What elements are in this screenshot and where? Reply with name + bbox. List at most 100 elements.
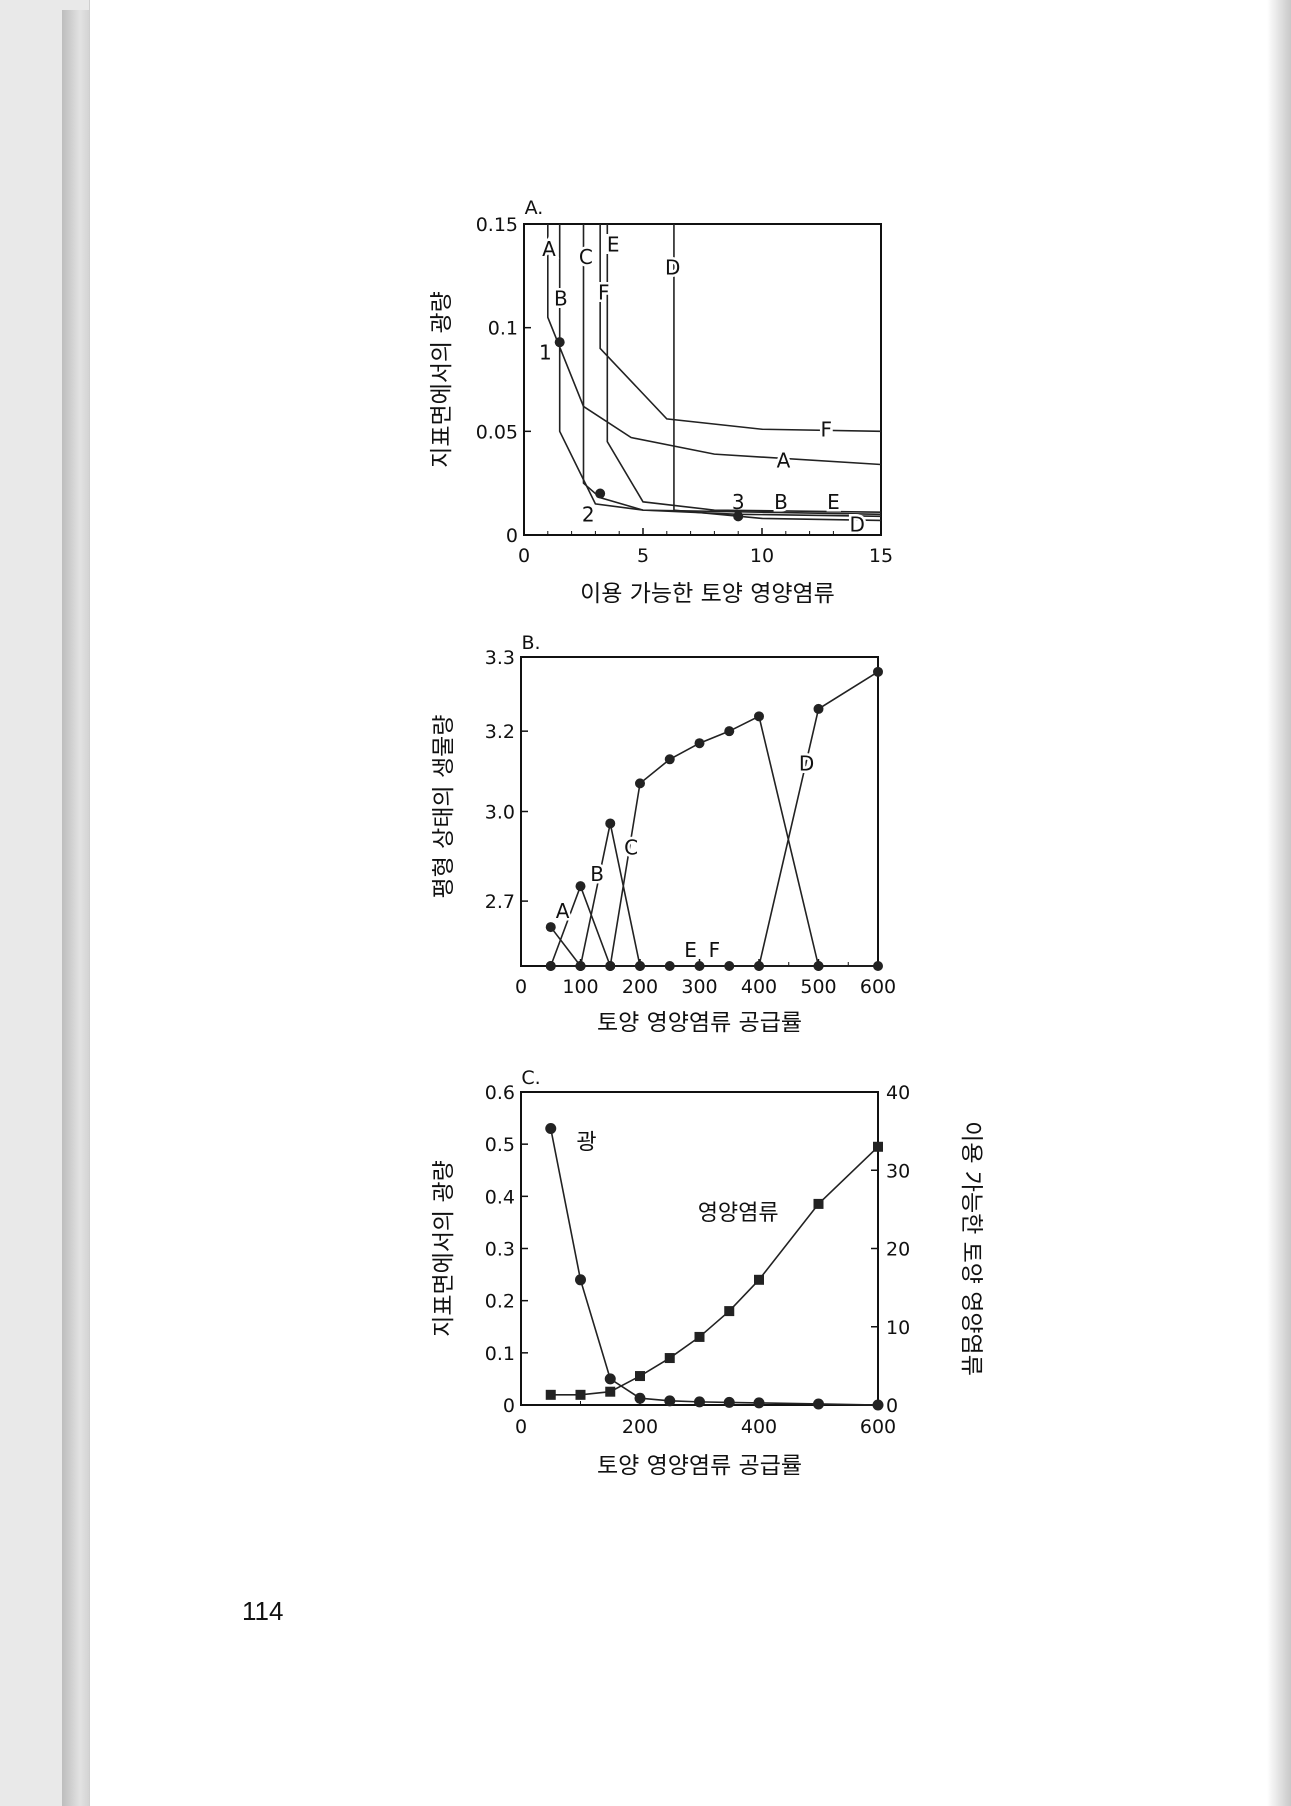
data-point-baseline — [605, 961, 616, 971]
y-right-tick-label: 30 — [886, 1160, 910, 1182]
y-tick-label: 2.7 — [485, 891, 515, 913]
series-line-A — [550, 926, 582, 967]
data-point-circle — [545, 1123, 557, 1135]
y-axis-label: 지표면에서의 광량 — [429, 291, 455, 468]
page-edge-shadow — [1267, 0, 1291, 1806]
series-line-F — [599, 224, 882, 433]
y-tick-label: 3.0 — [485, 802, 515, 824]
x-tick-label: 200 — [622, 976, 658, 998]
y-right-tick-label: 10 — [886, 1317, 910, 1339]
data-point-D — [724, 726, 735, 737]
data-point-square — [545, 1389, 556, 1400]
data-point-D — [664, 754, 675, 765]
plot-frame — [523, 223, 882, 536]
y-right-tick-label: 20 — [886, 1239, 910, 1261]
curve-label: D — [799, 751, 814, 775]
x-tick-label: 300 — [681, 976, 717, 998]
y-right-tick-label: 40 — [886, 1082, 910, 1104]
x-tick-label: 0 — [515, 1416, 527, 1438]
y-tick-label: 0.15 — [476, 214, 518, 236]
data-point-circle — [753, 1397, 765, 1409]
y-tick-label: 0.3 — [485, 1239, 515, 1261]
y-tick-label: 0.4 — [485, 1186, 515, 1208]
curve-label: F — [598, 280, 610, 304]
curve-label: F — [709, 938, 721, 962]
y-tick-label: 0.1 — [485, 1343, 515, 1365]
data-point-square — [635, 1371, 645, 1382]
data-point-B — [575, 881, 586, 892]
curve-label: A — [777, 448, 791, 472]
series-line-D — [673, 224, 882, 522]
data-point-square — [754, 1274, 764, 1285]
x-tick-label: 200 — [622, 1416, 658, 1438]
curve-label: E — [827, 490, 840, 514]
data-point-circle — [604, 1373, 616, 1385]
data-point-baseline — [754, 961, 764, 971]
data-point-baseline — [694, 961, 705, 971]
series-line-C — [582, 224, 882, 518]
data-point-square — [813, 1198, 824, 1209]
series-line-광 — [549, 1128, 879, 1406]
page-number: 114 — [242, 1596, 284, 1626]
data-point-baseline — [545, 961, 556, 971]
y-tick-label: 0.05 — [476, 421, 518, 443]
book-page — [90, 0, 1280, 1806]
data-point-circle — [664, 1395, 676, 1407]
equilibrium-point — [595, 488, 606, 499]
plot-frame — [520, 656, 879, 967]
data-point-D — [754, 711, 764, 722]
series-line-D2 — [758, 671, 879, 967]
data-point-square — [724, 1306, 735, 1317]
equilibrium-label: 3 — [732, 490, 745, 514]
x-tick-label: 0 — [518, 545, 530, 567]
y-tick-label: 0 — [503, 1395, 515, 1417]
series-line-E — [606, 224, 882, 513]
chart-a: A. 0 0.05 0.1 0.15 0 5 10 15 이용 가능한 토양 영양염류 지표면에서의… — [429, 197, 893, 607]
data-point-baseline — [813, 961, 824, 971]
equilibrium-point — [733, 511, 744, 522]
curve-label: B — [774, 490, 788, 514]
curve-label: D — [665, 256, 680, 280]
x-tick-label: 5 — [637, 545, 649, 567]
data-point-square — [873, 1141, 883, 1152]
x-tick-label: 15 — [869, 545, 893, 567]
data-point-circle — [872, 1399, 884, 1411]
x-tick-label: 400 — [741, 976, 777, 998]
y-tick-label: 0.6 — [485, 1082, 515, 1104]
y-axis-label: 지표면에서의 광량 — [431, 1160, 457, 1337]
data-point-square — [664, 1353, 675, 1364]
y-tick-label: 0.5 — [485, 1134, 515, 1156]
data-point-D2 — [873, 666, 883, 677]
y-tick-label: 0.2 — [485, 1291, 515, 1313]
data-point-D2 — [813, 703, 824, 714]
curve-label: C — [624, 835, 638, 859]
y-tick-label: 3.3 — [485, 647, 515, 669]
panel-label: C. — [521, 1067, 540, 1089]
curve-label: E — [607, 233, 620, 257]
curve-label: B — [554, 287, 568, 311]
data-point-circle — [575, 1274, 586, 1286]
curve-label: A — [556, 899, 570, 923]
panel-label: A. — [525, 197, 544, 219]
data-point-baseline — [664, 961, 675, 971]
series-line-영양염류 — [550, 1146, 879, 1396]
panel-label: B. — [521, 632, 540, 654]
curve-label: E — [684, 938, 697, 962]
chart-b: B. 2.7 3.0 3.2 3.3 0 100 200 300 400 500 600 토양 영양염류… — [431, 632, 896, 1036]
data-point-C — [605, 818, 616, 829]
equilibrium-label: 1 — [539, 341, 552, 365]
curve-label: B — [590, 862, 604, 886]
data-point-square — [575, 1389, 586, 1400]
x-axis-label: 토양 영양염류 공급률 — [597, 1010, 802, 1036]
series-label: 영양염류 — [698, 1201, 779, 1226]
data-point-D — [694, 738, 705, 749]
y-right-tick-label: 0 — [886, 1395, 898, 1417]
series-line-B — [558, 224, 882, 516]
data-point-baseline — [724, 961, 735, 971]
y-tick-label: 0.1 — [488, 318, 518, 340]
data-point-square — [605, 1386, 616, 1397]
y-tick-label: 0 — [506, 525, 518, 547]
data-point-baseline — [873, 961, 883, 971]
